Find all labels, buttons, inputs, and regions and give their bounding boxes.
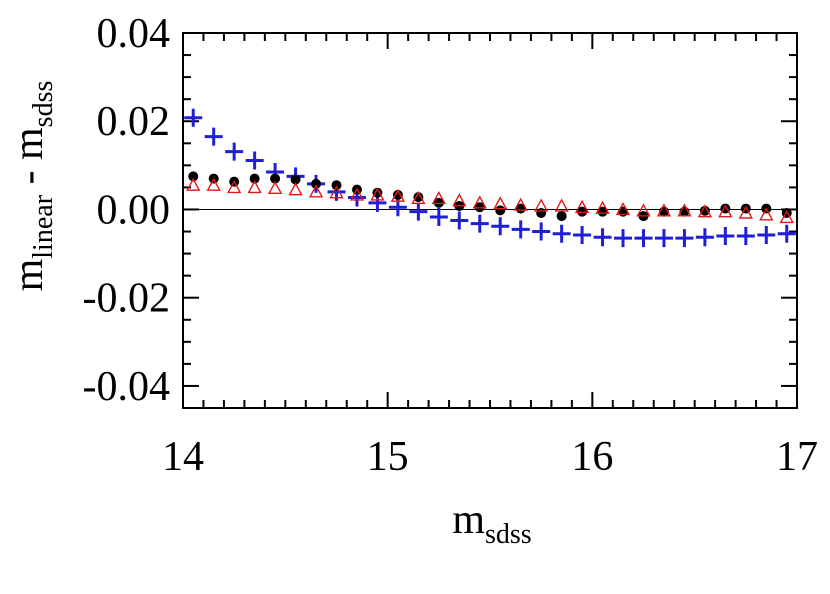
triangle-point xyxy=(677,203,692,217)
triangle-point xyxy=(636,203,651,217)
dot-point xyxy=(413,192,424,203)
cross-point xyxy=(716,226,735,245)
ylabel-sub-1: linear xyxy=(28,194,59,258)
cross-point xyxy=(675,229,694,248)
y-tick-label: 0.00 xyxy=(97,187,171,233)
xlabel-sub: sdss xyxy=(485,519,532,550)
triangle-point xyxy=(329,185,344,199)
dot-point xyxy=(556,211,567,222)
triangle-point xyxy=(738,205,754,219)
dot-point xyxy=(331,180,342,191)
triangle-point xyxy=(656,203,672,217)
cross-point xyxy=(409,202,428,221)
dot-point xyxy=(188,171,199,182)
triangle-point xyxy=(554,198,569,212)
triangle-point xyxy=(697,204,713,218)
plot-area: 14 15 16 17 -0.04 -0.02 0.00 0.02 0.04 xyxy=(83,11,819,480)
svg-text:mlinear - msdss: mlinear - msdss xyxy=(6,81,59,292)
cross-point xyxy=(614,229,633,248)
triangle-point xyxy=(472,195,487,209)
cross-point xyxy=(470,214,489,233)
triangle-point xyxy=(452,193,467,207)
triangle-point xyxy=(349,187,365,201)
dot-point xyxy=(515,203,526,214)
cross-point xyxy=(184,108,203,127)
plot-frame xyxy=(182,32,798,409)
cross-point xyxy=(429,207,448,226)
triangle-point xyxy=(513,197,528,211)
triangle-point xyxy=(308,184,324,198)
dot-point xyxy=(699,205,710,216)
cross-point xyxy=(573,226,592,245)
dot-point xyxy=(372,187,383,198)
y-tick-label: -0.04 xyxy=(83,364,171,410)
cross-point xyxy=(593,228,612,247)
triangle-point xyxy=(533,198,549,212)
cross-point xyxy=(511,220,530,239)
ylabel-main-1: m xyxy=(6,258,52,291)
triangle-point xyxy=(267,180,283,194)
triangle-point xyxy=(718,204,733,218)
ylabel-mid: - m xyxy=(6,127,52,195)
cross-point xyxy=(204,127,223,146)
dot-point xyxy=(495,205,506,216)
x-axis-label: msdss xyxy=(452,497,531,550)
dot-point xyxy=(270,173,281,184)
triangle-point xyxy=(759,207,774,221)
cross-point xyxy=(736,226,755,245)
cross-point xyxy=(225,142,244,161)
cross-point xyxy=(245,151,264,170)
cross-point xyxy=(450,211,469,230)
triangle-point xyxy=(779,209,794,224)
triangle-point xyxy=(431,190,447,205)
x-tick-label: 15 xyxy=(367,434,409,480)
svg-text:msdss: msdss xyxy=(452,497,531,550)
y-tick-label: 0.04 xyxy=(97,11,171,57)
triangle-point xyxy=(595,200,610,214)
cross-point xyxy=(634,229,653,248)
cross-point xyxy=(552,224,571,243)
x-tick-label: 17 xyxy=(776,434,818,480)
triangle-point xyxy=(247,179,262,194)
xlabel-main: m xyxy=(452,497,485,543)
triangle-point xyxy=(370,187,385,201)
y-tick-label: 0.02 xyxy=(97,99,171,145)
triangle-point xyxy=(390,188,406,202)
cross-point xyxy=(777,224,796,243)
dot-point xyxy=(311,178,322,189)
y-tick-label: -0.02 xyxy=(83,276,171,322)
cross-point xyxy=(654,229,673,248)
x-tick-label: 16 xyxy=(571,434,613,480)
triangle-point xyxy=(615,202,631,216)
dot-point xyxy=(290,174,301,185)
y-axis-label: mlinear - msdss xyxy=(6,81,59,292)
dot-point xyxy=(536,208,547,218)
dot-point xyxy=(618,206,629,217)
cross-point xyxy=(532,222,551,241)
dot-point xyxy=(249,173,260,184)
cross-point xyxy=(695,228,714,247)
ylabel-sub-2: sdss xyxy=(28,81,59,128)
triangle-point xyxy=(411,190,426,205)
triangle-point xyxy=(493,196,508,210)
x-tick-label: 14 xyxy=(162,434,204,480)
triangle-point xyxy=(206,177,221,191)
triangle-point xyxy=(226,179,242,194)
cross-point xyxy=(491,217,510,236)
triangle-point xyxy=(288,182,303,196)
dot-point xyxy=(392,189,403,200)
triangle-point xyxy=(186,177,201,191)
dot-point xyxy=(597,206,608,217)
triangle-point xyxy=(574,199,590,213)
cross-point xyxy=(757,226,776,245)
